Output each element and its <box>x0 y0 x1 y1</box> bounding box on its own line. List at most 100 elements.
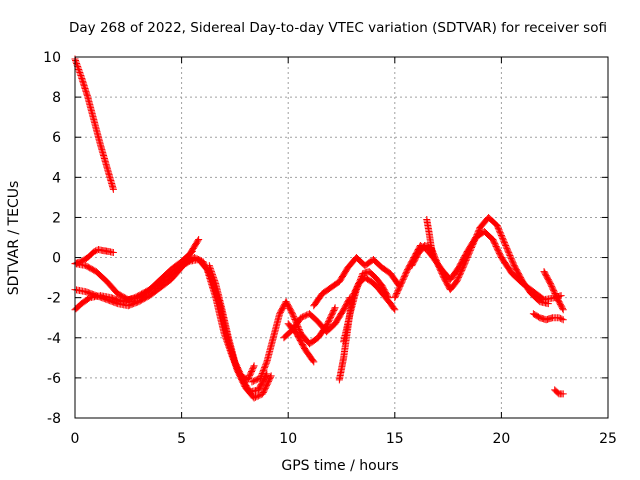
data-point <box>267 372 275 380</box>
data-point <box>556 314 564 322</box>
data-point <box>195 236 203 244</box>
data-point <box>494 223 502 231</box>
data-marks <box>71 55 567 402</box>
data-point <box>429 254 437 262</box>
data-point <box>208 269 216 277</box>
data-point <box>464 252 472 260</box>
data-point <box>465 249 473 257</box>
x-tick-label: 25 <box>599 431 617 447</box>
series-track-g <box>205 262 258 384</box>
data-point <box>254 392 262 400</box>
series-track-k <box>310 254 403 310</box>
series-track-r <box>529 310 567 324</box>
data-point <box>74 64 82 72</box>
data-point <box>259 368 267 376</box>
data-point <box>390 304 398 312</box>
data-point <box>503 246 511 254</box>
data-point <box>352 286 360 294</box>
series-track-p <box>423 215 437 262</box>
data-point <box>248 378 256 386</box>
data-point <box>461 258 469 266</box>
y-tick-label: -6 <box>47 371 61 387</box>
x-tick-label: 20 <box>492 431 510 447</box>
data-point <box>295 325 303 333</box>
data-point <box>72 58 80 66</box>
y-tick-label: 8 <box>52 90 61 106</box>
data-point <box>330 305 338 313</box>
data-point <box>250 362 258 370</box>
data-point <box>391 306 399 314</box>
data-point <box>207 266 215 274</box>
data-point <box>458 265 466 273</box>
data-point <box>469 239 477 247</box>
chart-title: Day 268 of 2022, Sidereal Day-to-day VTE… <box>69 20 607 36</box>
data-point <box>252 393 260 401</box>
data-point <box>262 361 270 369</box>
data-point <box>194 237 202 245</box>
data-point <box>508 257 516 265</box>
data-point <box>289 311 297 319</box>
data-point <box>296 327 304 335</box>
data-point <box>356 277 364 285</box>
data-point <box>262 359 270 367</box>
data-point <box>109 249 117 257</box>
data-point <box>462 256 470 264</box>
data-point <box>193 255 201 263</box>
data-point <box>558 315 566 323</box>
series-track-o <box>408 213 552 308</box>
data-point <box>72 57 80 65</box>
data-point <box>460 261 468 269</box>
y-tick-label: -2 <box>47 291 61 307</box>
data-point <box>261 364 269 372</box>
series-track-a <box>71 55 117 193</box>
data-point <box>195 256 203 264</box>
data-point <box>353 284 361 292</box>
data-point <box>384 292 392 300</box>
data-point <box>251 377 259 385</box>
data-point <box>559 390 567 398</box>
data-point <box>355 280 363 288</box>
data-point <box>290 313 298 321</box>
x-tick-label: 10 <box>279 431 297 447</box>
data-point <box>504 247 512 255</box>
data-point <box>209 272 217 280</box>
data-point <box>470 238 478 246</box>
data-point <box>298 313 306 321</box>
data-point <box>463 254 471 262</box>
data-point <box>555 314 563 322</box>
series-track-s <box>551 386 567 398</box>
data-point <box>75 66 83 74</box>
data-point <box>459 264 467 272</box>
data-point <box>258 370 266 378</box>
data-point <box>252 376 260 384</box>
data-point <box>474 229 482 237</box>
x-tick-label: 5 <box>177 431 186 447</box>
data-point <box>466 248 474 256</box>
data-point <box>331 304 339 312</box>
data-point <box>497 230 505 238</box>
data-point <box>310 358 318 366</box>
data-point <box>210 275 218 283</box>
y-tick-label: 2 <box>52 210 61 226</box>
data-point <box>500 237 508 245</box>
y-tick-label: -4 <box>47 331 61 347</box>
series-track-q <box>540 268 567 314</box>
y-tick-label: 6 <box>52 130 61 146</box>
data-point <box>463 255 471 263</box>
data-point <box>210 274 218 282</box>
data-point <box>467 245 475 253</box>
data-point <box>432 257 440 265</box>
data-point <box>207 268 215 276</box>
data-point <box>507 253 515 261</box>
data-point <box>206 265 214 273</box>
data-point <box>355 278 363 286</box>
data-point <box>494 224 502 232</box>
data-point <box>205 262 213 270</box>
x-tick-label: 15 <box>386 431 404 447</box>
data-point <box>75 67 83 75</box>
data-point <box>495 226 503 234</box>
x-axis-label: GPS time / hours <box>281 458 398 474</box>
data-point <box>356 275 364 283</box>
data-point <box>290 314 298 322</box>
